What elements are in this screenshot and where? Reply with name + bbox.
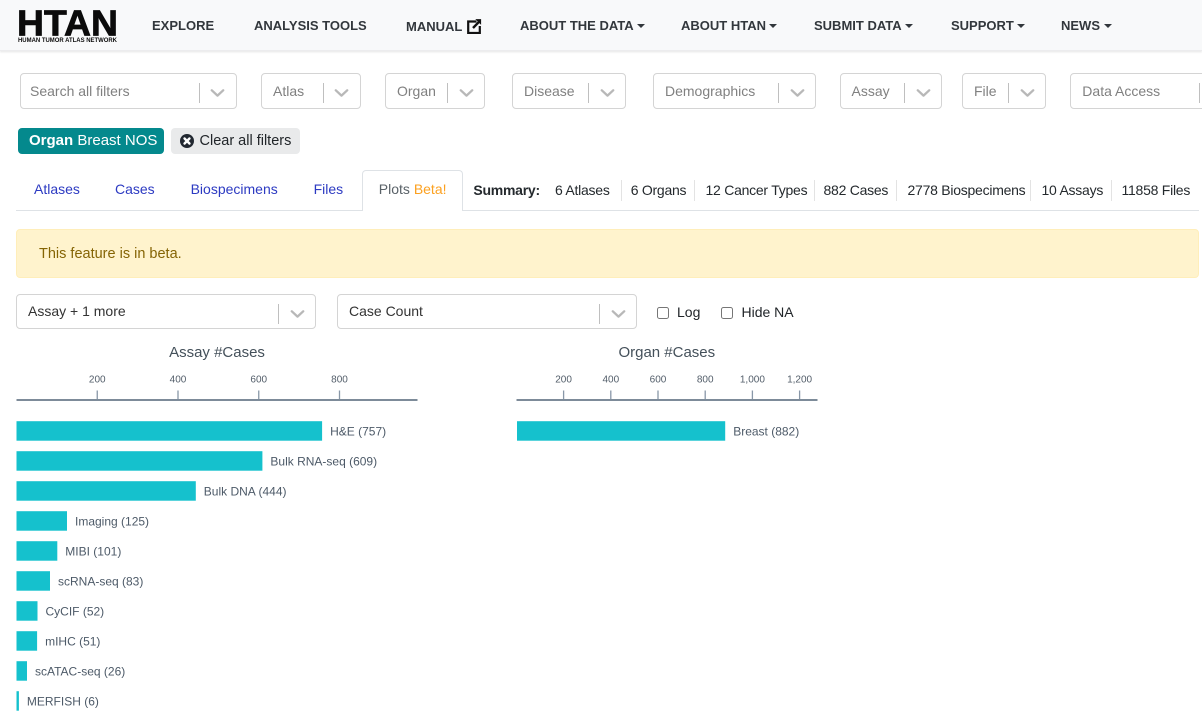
svg-text:CyCIF (52): CyCIF (52) — [46, 605, 105, 619]
svg-text:1,000: 1,000 — [740, 375, 765, 386]
svg-text:800: 800 — [697, 375, 714, 386]
svg-text:scRNA-seq (83): scRNA-seq (83) — [58, 575, 143, 589]
svg-text:800: 800 — [331, 375, 348, 386]
svg-text:400: 400 — [602, 375, 619, 386]
svg-text:600: 600 — [250, 375, 267, 386]
svg-text:HTAN: HTAN — [18, 8, 118, 43]
svg-text:Assay #Cases: Assay #Cases — [169, 344, 265, 361]
svg-text:Bulk RNA-seq (609): Bulk RNA-seq (609) — [270, 455, 377, 469]
svg-text:1,200: 1,200 — [787, 375, 812, 386]
svg-text:scATAC-seq (26): scATAC-seq (26) — [35, 665, 125, 679]
svg-text:MERFISH (6): MERFISH (6) — [27, 695, 99, 709]
svg-text:MIBI (101): MIBI (101) — [65, 545, 121, 559]
svg-text:200: 200 — [89, 375, 106, 386]
svg-text:Organ #Cases: Organ #Cases — [618, 344, 715, 361]
svg-text:H&E (757): H&E (757) — [330, 425, 386, 439]
svg-text:mIHC (51): mIHC (51) — [45, 635, 100, 649]
svg-text:Breast (882): Breast (882) — [733, 425, 799, 439]
svg-text:400: 400 — [170, 375, 187, 386]
svg-text:HUMAN TUMOR ATLAS NETWORK: HUMAN TUMOR ATLAS NETWORK — [18, 37, 117, 44]
svg-text:Imaging (125): Imaging (125) — [75, 515, 149, 529]
svg-text:200: 200 — [555, 375, 572, 386]
svg-text:Bulk DNA (444): Bulk DNA (444) — [204, 485, 287, 499]
svg-text:600: 600 — [650, 375, 667, 386]
